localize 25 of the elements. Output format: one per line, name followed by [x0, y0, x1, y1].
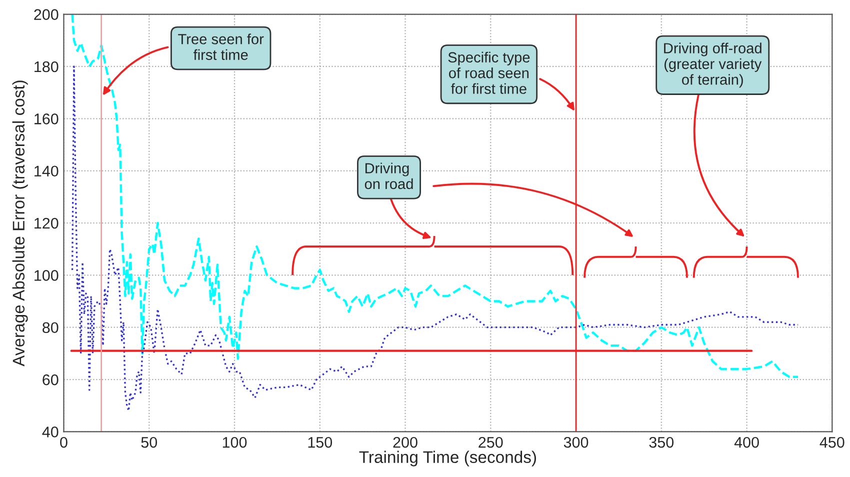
x-axis-title: Training Time (seconds) [359, 450, 536, 466]
x-tick-label: 400 [734, 436, 759, 448]
annotation: Driving off-road (greater variety of terrain) [664, 42, 762, 88]
y-tick-label: 60 [42, 374, 58, 386]
y-tick-label: 140 [34, 166, 58, 177]
y-tick-label: 100 [34, 270, 58, 281]
x-tick-label: 50 [141, 436, 158, 448]
x-tick-label: 200 [393, 436, 418, 448]
annotation: Tree seen for first time [178, 34, 264, 60]
x-tick-label: 100 [222, 436, 247, 448]
y-tick-label: 180 [34, 61, 58, 72]
annotation: Driving on road [364, 162, 413, 190]
x-tick-label: 300 [564, 436, 588, 448]
y-tick-label: 200 [34, 9, 58, 20]
x-tick-label: 350 [649, 436, 674, 448]
y-tick-label: 160 [34, 114, 58, 124]
x-tick-label: 0 [60, 436, 68, 448]
y-tick-label: 120 [34, 218, 58, 229]
y-tick-label: 80 [42, 322, 58, 334]
x-tick-label: 250 [478, 436, 503, 448]
x-tick-label: 450 [820, 436, 844, 448]
y-axis-title: Average Absolute Error (traversal cost) [12, 80, 28, 366]
annotation: Specific type of road seen for first time [448, 52, 530, 94]
x-tick-label: 150 [308, 436, 332, 448]
y-tick-label: 40 [42, 426, 58, 438]
